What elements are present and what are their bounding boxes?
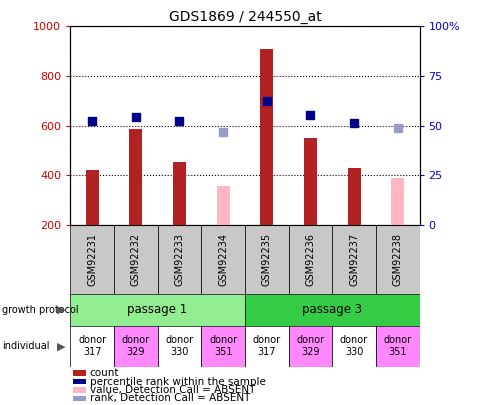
Bar bbox=[244, 225, 288, 294]
Bar bbox=[157, 326, 201, 367]
Bar bbox=[375, 225, 419, 294]
Bar bbox=[70, 294, 244, 326]
Text: ▶: ▶ bbox=[57, 341, 65, 351]
Text: donor
329: donor 329 bbox=[296, 335, 324, 357]
Title: GDS1869 / 244550_at: GDS1869 / 244550_at bbox=[168, 10, 320, 24]
Text: GSM92238: GSM92238 bbox=[392, 233, 402, 286]
Bar bbox=[172, 162, 185, 225]
Bar bbox=[73, 396, 86, 401]
Point bbox=[262, 98, 270, 104]
Text: donor
351: donor 351 bbox=[209, 335, 237, 357]
Bar bbox=[332, 326, 375, 367]
Text: growth protocol: growth protocol bbox=[2, 305, 79, 315]
Bar bbox=[332, 225, 375, 294]
Bar bbox=[73, 387, 86, 393]
Text: rank, Detection Call = ABSENT: rank, Detection Call = ABSENT bbox=[90, 394, 250, 403]
Point bbox=[393, 125, 401, 131]
Text: passage 3: passage 3 bbox=[302, 303, 362, 316]
Text: GSM92235: GSM92235 bbox=[261, 232, 271, 286]
Text: donor
351: donor 351 bbox=[383, 335, 411, 357]
Text: individual: individual bbox=[2, 341, 50, 351]
Text: GSM92232: GSM92232 bbox=[131, 232, 140, 286]
Text: donor
317: donor 317 bbox=[78, 335, 106, 357]
Text: GSM92236: GSM92236 bbox=[305, 233, 315, 286]
Bar bbox=[303, 138, 316, 225]
Bar bbox=[288, 225, 332, 294]
Point bbox=[175, 118, 183, 124]
Bar bbox=[201, 326, 244, 367]
Text: count: count bbox=[90, 368, 119, 378]
Bar bbox=[157, 225, 201, 294]
Bar bbox=[129, 129, 142, 225]
Bar bbox=[390, 178, 403, 225]
Text: donor
330: donor 330 bbox=[165, 335, 193, 357]
Text: GSM92231: GSM92231 bbox=[87, 233, 97, 286]
Bar bbox=[73, 370, 86, 376]
Text: value, Detection Call = ABSENT: value, Detection Call = ABSENT bbox=[90, 385, 255, 395]
Point bbox=[88, 118, 96, 124]
Bar bbox=[201, 225, 244, 294]
Bar bbox=[216, 185, 229, 225]
Bar bbox=[73, 379, 86, 384]
Point bbox=[132, 114, 139, 120]
Text: GSM92233: GSM92233 bbox=[174, 233, 184, 286]
Point bbox=[349, 119, 357, 126]
Bar bbox=[114, 326, 157, 367]
Text: donor
317: donor 317 bbox=[252, 335, 280, 357]
Bar bbox=[259, 49, 273, 225]
Text: percentile rank within the sample: percentile rank within the sample bbox=[90, 377, 265, 386]
Text: passage 1: passage 1 bbox=[127, 303, 187, 316]
Text: GSM92234: GSM92234 bbox=[218, 233, 227, 286]
Bar bbox=[85, 170, 98, 225]
Bar bbox=[244, 294, 419, 326]
Bar bbox=[244, 326, 288, 367]
Text: ▶: ▶ bbox=[57, 305, 65, 315]
Bar bbox=[70, 225, 114, 294]
Text: donor
329: donor 329 bbox=[121, 335, 150, 357]
Bar bbox=[375, 326, 419, 367]
Text: donor
330: donor 330 bbox=[339, 335, 367, 357]
Bar bbox=[114, 225, 157, 294]
Point bbox=[306, 112, 314, 118]
Bar bbox=[70, 326, 114, 367]
Point bbox=[219, 129, 227, 136]
Bar bbox=[347, 168, 360, 225]
Bar bbox=[288, 326, 332, 367]
Text: GSM92237: GSM92237 bbox=[348, 232, 358, 286]
